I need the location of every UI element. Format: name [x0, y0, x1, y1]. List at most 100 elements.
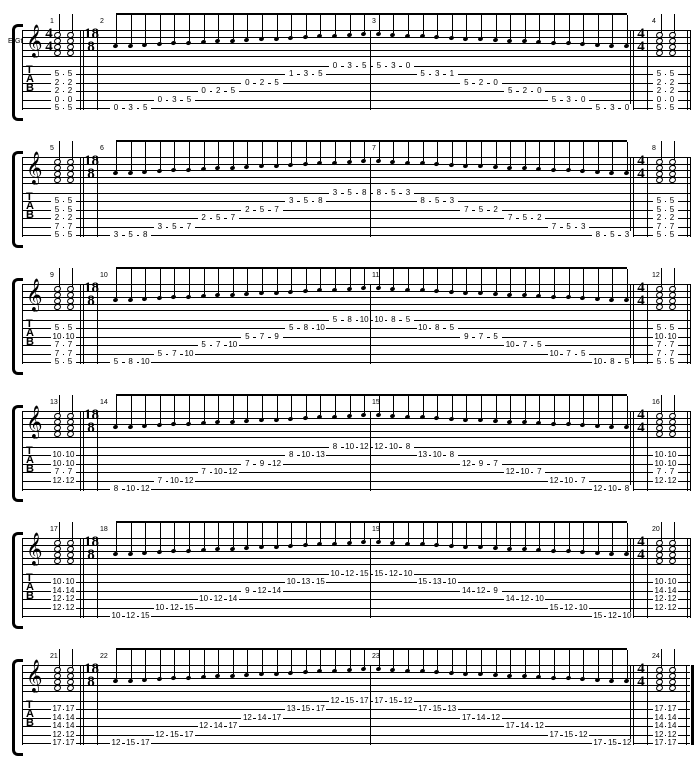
fret-number: 12	[653, 477, 665, 485]
fret-number: 7	[475, 333, 487, 341]
fret-number: 2	[519, 87, 531, 95]
fret-number: 2	[653, 87, 665, 95]
tablature	[22, 574, 690, 616]
fret-number: 14	[475, 714, 487, 722]
fret-number: 15	[168, 731, 180, 739]
fret-number: 10	[533, 595, 545, 603]
fret-number: 10	[300, 451, 312, 459]
fret-number: 2	[241, 206, 253, 214]
fret-number: 7	[460, 206, 472, 214]
fret-number: 5	[168, 223, 180, 231]
fret-number: 13	[314, 451, 326, 459]
fret-number: 13	[300, 578, 312, 586]
fret-number: 3	[300, 70, 312, 78]
tablature	[22, 701, 690, 743]
fret-number: 0	[241, 79, 253, 87]
fret-number: 10	[621, 612, 633, 620]
tablature	[22, 66, 690, 108]
fret-number: 15	[139, 612, 151, 620]
fret-number: 3	[431, 70, 443, 78]
fret-number: 12	[548, 477, 560, 485]
fret-number: 3	[110, 231, 122, 239]
fret-number: 2	[51, 87, 63, 95]
fret-number: 12	[653, 604, 665, 612]
fret-number: 8	[606, 358, 618, 366]
fret-number: 17	[183, 731, 195, 739]
fret-number: 5	[653, 358, 665, 366]
fret-number: 2	[490, 206, 502, 214]
measure-number: 8	[652, 145, 656, 152]
staff	[22, 665, 690, 691]
fret-number: 12	[460, 460, 472, 468]
fret-number: 7	[168, 350, 180, 358]
fret-number: 1	[285, 70, 297, 78]
fret-number: 10	[168, 477, 180, 485]
fret-number: 5	[212, 214, 224, 222]
tab-clef: TAB	[26, 701, 34, 728]
fret-number: 7	[51, 341, 63, 349]
fret-number: 3	[563, 96, 575, 104]
fret-number: 17	[460, 714, 472, 722]
fret-number: 17	[271, 714, 283, 722]
fret-number: 9	[475, 460, 487, 468]
measure-number: 14	[100, 399, 108, 406]
fret-number: 7	[64, 341, 76, 349]
treble-clef: 𝄞	[26, 153, 43, 185]
fret-number: 12	[563, 604, 575, 612]
tablature	[22, 447, 690, 489]
fret-number: 17	[64, 739, 76, 747]
fret-number: 7	[653, 341, 665, 349]
fret-number: 17	[548, 731, 560, 739]
fret-number: 14	[519, 722, 531, 730]
fret-number: 5	[606, 231, 618, 239]
fret-number: 15	[373, 570, 385, 578]
fret-number: 5	[653, 231, 665, 239]
fret-number: 2	[64, 87, 76, 95]
measure-number: 18	[100, 526, 108, 533]
fret-number: 14	[653, 722, 665, 730]
fret-number: 3	[446, 197, 458, 205]
fret-number: 12	[592, 485, 604, 493]
fret-number: 5	[64, 231, 76, 239]
fret-number: 12	[110, 739, 122, 747]
fret-number: 12	[621, 739, 633, 747]
fret-number: 5	[533, 341, 545, 349]
tab-clef: TAB	[26, 320, 34, 347]
fret-number: 0	[621, 104, 633, 112]
fret-number: 3	[329, 189, 341, 197]
fret-number: 14	[64, 722, 76, 730]
fret-number: 0	[402, 62, 414, 70]
measure-number: 9	[50, 272, 54, 279]
timesig-4-4-end: 44	[634, 663, 648, 689]
fret-number: 13	[285, 705, 297, 713]
fret-number: 10	[548, 350, 560, 358]
fret-number: 8	[431, 324, 443, 332]
fret-number: 8	[446, 451, 458, 459]
fret-number: 10	[431, 451, 443, 459]
fret-number: 5	[285, 324, 297, 332]
timesig-18-8: 188	[84, 155, 98, 181]
fret-number: 5	[460, 79, 472, 87]
fret-number: 10	[139, 358, 151, 366]
tablature	[22, 320, 690, 362]
fret-number: 12	[51, 595, 63, 603]
fret-number: 12	[475, 587, 487, 595]
fret-number: 10	[592, 358, 604, 366]
fret-number: 2	[653, 214, 665, 222]
treble-clef: 𝄞	[26, 407, 43, 439]
measure-number: 21	[50, 653, 58, 660]
timesig-4-4-end: 44	[634, 28, 648, 54]
instrument-label: E-Gt	[8, 38, 22, 45]
fret-number: 9	[241, 587, 253, 595]
fret-number: 7	[227, 214, 239, 222]
fret-number: 10	[519, 468, 531, 476]
fret-number: 12	[606, 612, 618, 620]
fret-number: 10	[373, 316, 385, 324]
fret-number: 14	[51, 722, 63, 730]
measure-number: 12	[652, 272, 660, 279]
fret-number: 5	[431, 197, 443, 205]
fret-number: 9	[271, 333, 283, 341]
fret-number: 5	[314, 70, 326, 78]
fret-number: 13	[417, 451, 429, 459]
fret-number: 7	[548, 223, 560, 231]
